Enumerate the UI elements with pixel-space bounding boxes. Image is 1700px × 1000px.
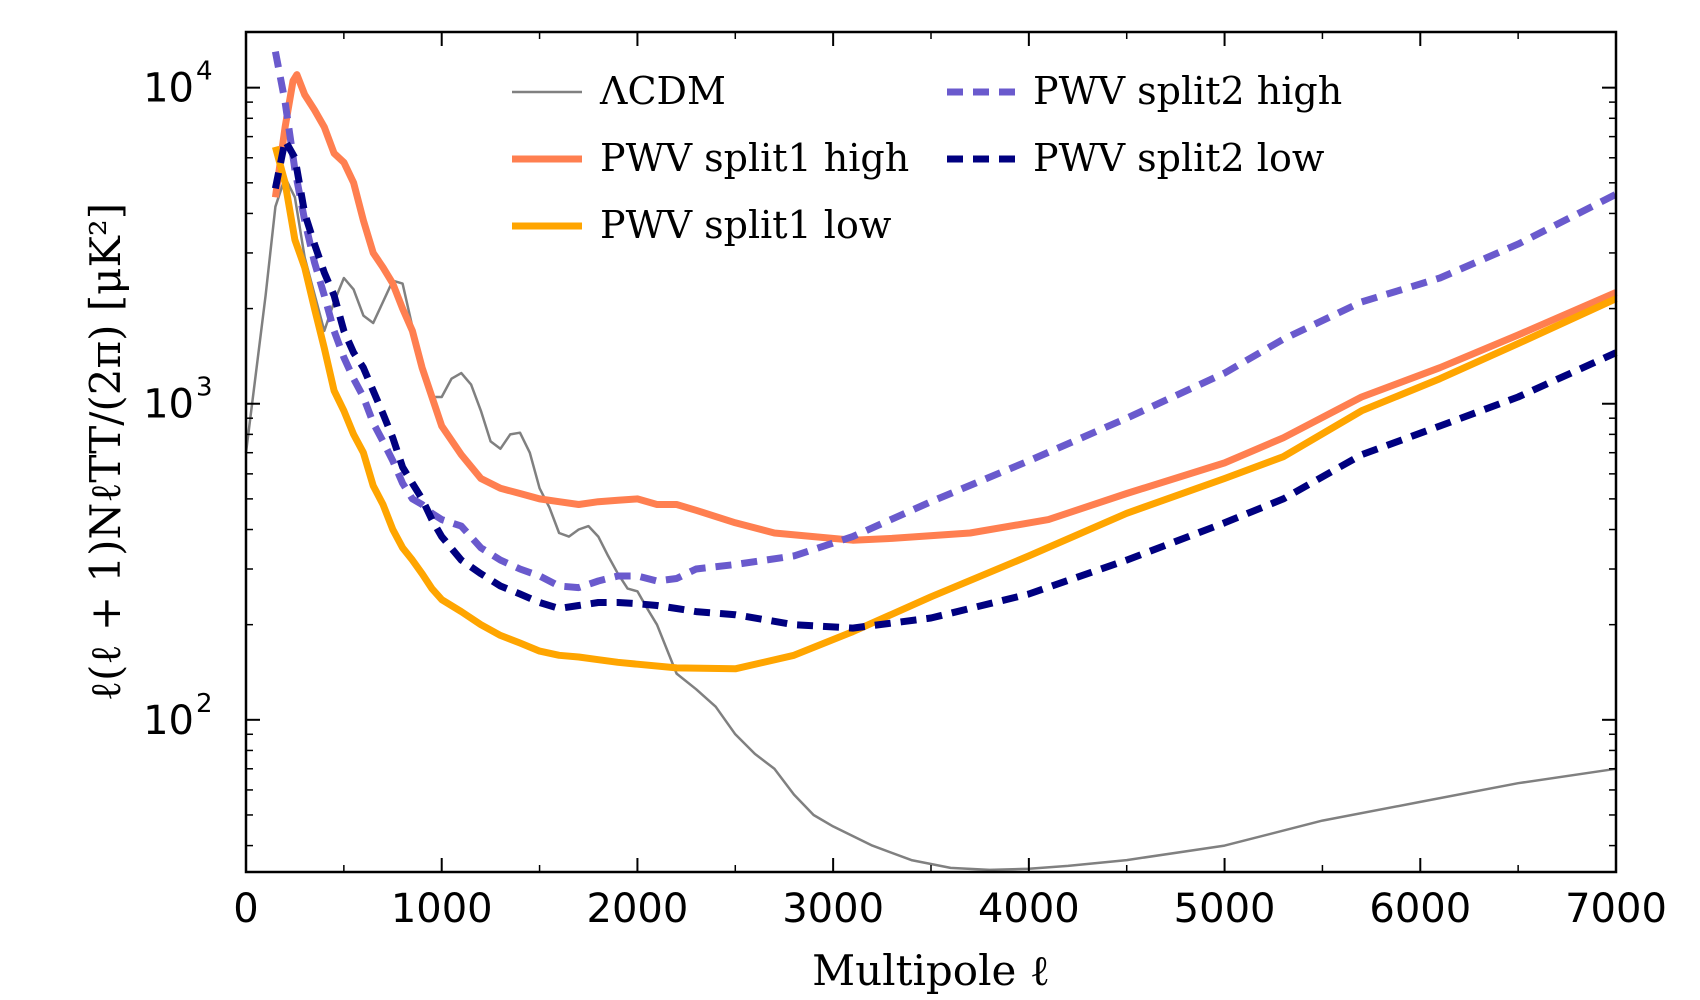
legend-label-split1-low: PWV split1 low	[600, 203, 892, 247]
x-tick-label: 1000	[391, 886, 493, 932]
series-layer	[244, 50, 1618, 872]
legend-label-lcdm: ΛCDM	[599, 69, 726, 113]
legend-label-split2-high: PWV split2 high	[1033, 69, 1342, 113]
legend-label-split1-high: PWV split1 high	[600, 136, 909, 180]
legend: ΛCDM PWV split1 high PWV split1 low PWV …	[512, 69, 1342, 247]
legend-label-split2-low: PWV split2 low	[1033, 136, 1325, 180]
x-tick-label: 4000	[978, 886, 1080, 932]
series-line-1	[271, 71, 1618, 544]
x-axis-title: Multipole ℓ	[812, 946, 1050, 995]
y-tick-exponent: 4	[196, 57, 213, 87]
x-tick-label: 6000	[1369, 886, 1471, 932]
x-tick-label: 2000	[587, 886, 689, 932]
y-tick-label: 10	[143, 382, 194, 428]
y-axis-title: ℓ(ℓ + 1)NℓTT/(2π) [μK²]	[81, 203, 130, 701]
x-tick-label: 3000	[782, 886, 884, 932]
y-tick-label: 10	[143, 66, 194, 112]
y-tick-label: 10	[143, 698, 194, 744]
series-line-0	[244, 176, 1617, 872]
x-tick-label: 0	[233, 886, 258, 932]
series-line-2	[272, 145, 1618, 673]
series-line-4	[271, 137, 1618, 632]
y-tick-exponent: 2	[196, 689, 213, 719]
plot-frame	[244, 30, 1618, 874]
x-tick-label: 7000	[1565, 886, 1667, 932]
x-tick-label: 5000	[1174, 886, 1276, 932]
series-line-3	[271, 50, 1618, 592]
y-tick-exponent: 3	[196, 373, 213, 403]
